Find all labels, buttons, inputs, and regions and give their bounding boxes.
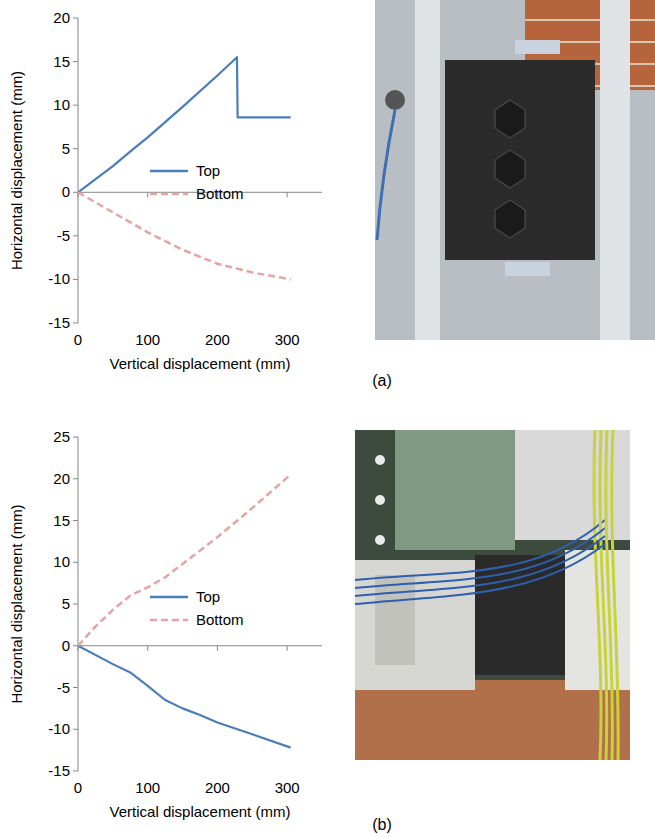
y-tick-label: 25 [53,428,70,445]
panel-label: (b) [372,816,392,833]
y-tick [73,105,78,106]
y-tick-label: -15 [48,762,70,779]
y-tick [73,61,78,62]
y-tick-label: 20 [53,9,70,26]
y-tick [73,520,78,521]
y-tick [73,148,78,149]
x-tick [217,646,218,651]
y-tick-label: 5 [62,595,70,612]
y-tick-label: 5 [62,140,70,157]
series-group [78,57,291,279]
x-tick-label: 100 [135,331,160,348]
y-tick [73,562,78,563]
y-tick [73,478,78,479]
legend-label: Bottom [196,611,244,628]
x-tick-label: 300 [275,779,300,796]
legend-label: Top [196,162,220,179]
x-axis [78,645,322,646]
figure: -15-10-5051015200100200300Vertical displ… [0,0,655,837]
y-tick [73,645,78,646]
y-tick [73,235,78,236]
series-line [78,475,291,646]
y-tick-label: 15 [53,53,70,70]
series-line [78,192,291,279]
y-tick-label: 10 [53,553,70,570]
x-tick-label: 200 [205,779,230,796]
y-tick [73,729,78,730]
x-axis-title: Vertical displacement (mm) [110,803,291,820]
y-tick [73,192,78,193]
series-line [78,646,291,748]
y-tick-label: 0 [62,183,70,200]
y-tick-label: -5 [57,679,70,696]
photo [375,0,655,340]
legend-swatch [150,170,188,173]
x-axis-title: Vertical displacement (mm) [110,355,291,372]
x-tick-label: 200 [205,331,230,348]
legend-swatch [150,596,188,599]
legend-label: Bottom [196,185,244,202]
y-tick-label: -10 [48,270,70,287]
y-tick-label: 0 [62,637,70,654]
x-tick-label: 300 [275,331,300,348]
y-tick-label: 10 [53,96,70,113]
y-axis-title: Horizontal displacement (mm) [8,71,25,270]
y-tick [73,323,78,324]
x-tick [287,646,288,651]
legend: Top Bottom [150,588,244,628]
x-tick [147,192,148,197]
y-tick-label: 15 [53,512,70,529]
series-line [78,57,291,192]
y-tick-label: 20 [53,470,70,487]
legend: Top Bottom [150,162,244,202]
y-tick [73,687,78,688]
x-tick [287,192,288,197]
y-axis [78,18,79,323]
chart: -15 -10 -5 0 5 10 15 20 25 0 100 200 300 Vertical dis… [8,428,322,820]
x-tick [147,646,148,651]
series-group [78,475,291,748]
chart: -15-10-5051015200100200300Vertical displ… [8,9,322,372]
legend-label: Top [196,588,220,605]
panel-label: (a) [372,372,392,389]
y-tick [73,279,78,280]
y-axis-title: Horizontal displacement (mm) [8,504,25,703]
y-tick [73,437,78,438]
y-tick-label: -5 [57,227,70,244]
legend-swatch [150,193,188,196]
y-tick-label: -15 [48,314,70,331]
x-tick-label: 0 [74,779,82,796]
y-tick [73,771,78,772]
y-tick [73,18,78,19]
legend-swatch [150,619,188,622]
y-tick-label: -10 [48,720,70,737]
x-tick-label: 100 [135,779,160,796]
photo [355,430,630,760]
y-tick [73,604,78,605]
x-tick-label: 0 [74,331,82,348]
